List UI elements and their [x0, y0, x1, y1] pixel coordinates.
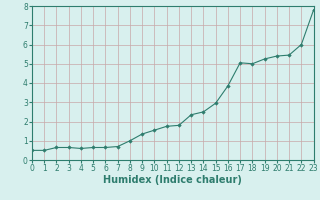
X-axis label: Humidex (Indice chaleur): Humidex (Indice chaleur) — [103, 175, 242, 185]
